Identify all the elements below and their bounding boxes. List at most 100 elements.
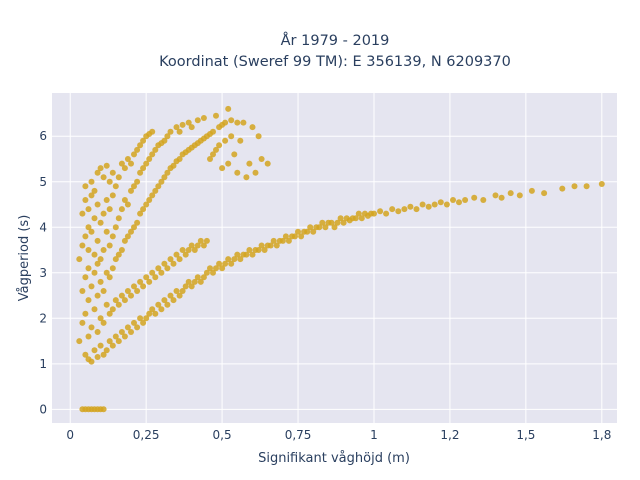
data-point — [185, 119, 192, 126]
data-point — [112, 183, 119, 190]
data-point — [310, 228, 317, 235]
data-point — [103, 197, 110, 203]
data-point — [352, 215, 359, 222]
data-point — [121, 297, 128, 304]
data-point — [118, 292, 125, 299]
data-point — [334, 219, 341, 226]
data-point — [304, 228, 311, 235]
data-point — [143, 160, 150, 167]
data-point — [109, 192, 116, 199]
y-tick-label: 6 — [39, 129, 47, 143]
data-point — [149, 269, 156, 276]
data-point — [82, 274, 89, 281]
data-point — [91, 269, 98, 276]
data-point — [124, 324, 131, 331]
data-point — [203, 269, 210, 276]
x-tick-label: 0,25 — [133, 428, 160, 442]
data-point — [516, 192, 523, 199]
data-point — [234, 251, 241, 258]
data-point — [225, 105, 232, 112]
data-point — [173, 288, 180, 294]
data-point — [270, 237, 277, 244]
data-point — [134, 288, 141, 294]
data-point — [100, 319, 107, 326]
data-point — [109, 342, 116, 349]
data-point — [79, 288, 86, 294]
x-axis-ticks: 0 0,25 0,5 0,75 1 1,2 1,5 1,8 — [66, 428, 611, 442]
data-point — [240, 119, 247, 126]
data-point — [82, 183, 89, 190]
data-point — [76, 256, 83, 263]
data-point — [85, 224, 92, 231]
data-point — [203, 237, 210, 244]
data-point — [182, 251, 189, 258]
data-point — [143, 274, 150, 281]
data-point — [298, 233, 305, 240]
data-point — [161, 174, 168, 181]
data-point — [170, 297, 177, 304]
data-point — [471, 194, 478, 201]
data-point — [112, 256, 119, 263]
data-point — [112, 333, 119, 340]
data-point — [228, 133, 235, 140]
data-point — [124, 201, 131, 208]
data-point — [131, 319, 137, 326]
data-point — [316, 224, 323, 231]
data-point — [541, 190, 548, 197]
data-point — [121, 165, 128, 172]
data-point — [231, 151, 238, 158]
data-point — [134, 146, 141, 153]
data-point — [103, 301, 110, 308]
data-point — [249, 124, 256, 131]
data-point — [164, 169, 171, 176]
data-point — [128, 187, 134, 194]
data-point — [210, 151, 216, 158]
data-point — [507, 190, 514, 197]
chart-title-line-2: Koordinat (Sweref 99 TM): E 356139, N 62… — [159, 54, 511, 70]
y-axis-title: Vågperiod (s) — [17, 215, 32, 302]
data-point — [146, 278, 153, 285]
data-point — [106, 178, 113, 185]
data-point — [88, 178, 95, 185]
data-point — [228, 117, 235, 124]
data-point — [121, 237, 128, 244]
data-point — [188, 283, 195, 290]
data-point — [118, 247, 125, 253]
data-point — [222, 260, 229, 267]
data-point — [255, 133, 262, 140]
data-point — [97, 315, 104, 322]
data-point — [179, 247, 186, 253]
data-point — [210, 128, 216, 135]
data-point — [173, 251, 180, 258]
data-point — [322, 224, 329, 231]
data-point — [234, 119, 241, 126]
data-point — [170, 260, 177, 267]
data-point — [419, 201, 426, 208]
data-point — [134, 324, 141, 331]
data-point — [176, 292, 183, 299]
data-point — [185, 278, 192, 285]
x-axis-title: Signifikant våghöjd (m) — [258, 451, 410, 466]
x-tick-label: 1,5 — [516, 428, 535, 442]
data-point — [462, 197, 469, 203]
data-point — [164, 133, 171, 140]
data-point — [213, 112, 219, 119]
data-point — [188, 242, 195, 249]
data-point — [176, 256, 183, 263]
data-point — [128, 292, 134, 299]
data-point — [134, 178, 141, 185]
data-point — [97, 342, 104, 349]
data-point — [340, 219, 347, 226]
data-point — [112, 297, 119, 304]
data-point — [146, 197, 153, 203]
data-point — [225, 160, 232, 167]
data-point — [164, 265, 171, 272]
data-point — [94, 292, 101, 299]
data-point — [91, 187, 98, 194]
data-point — [137, 315, 144, 322]
data-point — [82, 351, 89, 358]
data-point — [85, 206, 92, 213]
data-point — [161, 137, 168, 144]
data-point — [377, 208, 384, 215]
data-point — [106, 274, 113, 281]
